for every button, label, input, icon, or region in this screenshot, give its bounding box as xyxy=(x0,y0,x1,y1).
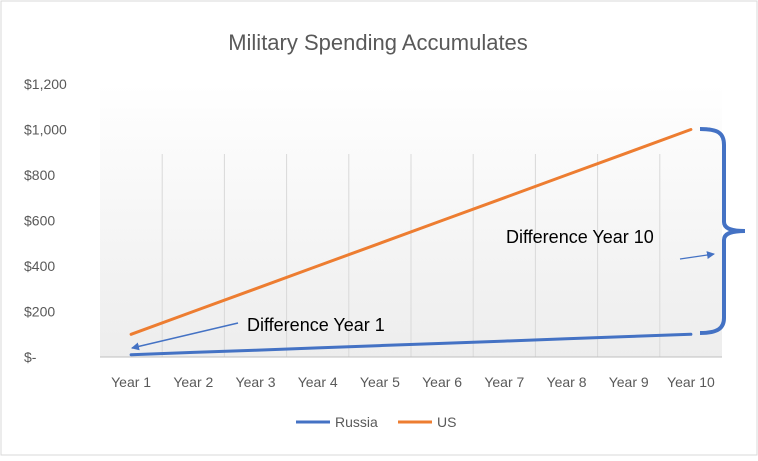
y-tick-label: $1,200 xyxy=(24,76,67,92)
y-tick-label: $1,000 xyxy=(24,122,67,138)
y-tick-label: $200 xyxy=(24,304,55,320)
y-tick-label: $800 xyxy=(24,167,55,183)
series-line-russia xyxy=(129,332,693,357)
legend-label-us: US xyxy=(437,414,456,430)
chart-title: Military Spending Accumulates xyxy=(228,30,528,55)
x-tick-label: Year 2 xyxy=(173,374,213,390)
series-line-us xyxy=(129,128,693,336)
y-axis: $- $200 $400 $600 $800 $1,000 $1,200 xyxy=(24,76,67,365)
annotation-year-1: Difference Year 1 xyxy=(131,315,385,351)
x-tick-label: Year 10 xyxy=(667,374,715,390)
y-tick-label: $600 xyxy=(24,213,55,229)
x-tick-label: Year 7 xyxy=(484,374,524,390)
x-tick-label: Year 4 xyxy=(298,374,338,390)
x-tick-label: Year 1 xyxy=(111,374,151,390)
y-tick-label: $400 xyxy=(24,258,55,274)
annotation-arrow-year-1 xyxy=(131,322,239,351)
x-tick-label: Year 5 xyxy=(360,374,400,390)
x-tick-label: Year 3 xyxy=(236,374,276,390)
annotation-year-10: Difference Year 10 xyxy=(506,127,746,335)
annotation-difference-year-10: Difference Year 10 xyxy=(506,227,654,247)
legend-label-russia: Russia xyxy=(335,414,378,430)
x-tick-label: Year 6 xyxy=(422,374,462,390)
x-tick-label: Year 9 xyxy=(609,374,649,390)
series-layer xyxy=(129,128,693,357)
annotation-arrow-year-10 xyxy=(679,251,715,260)
x-tick-label: Year 8 xyxy=(547,374,587,390)
x-axis: Year 1 Year 2 Year 3 Year 4 Year 5 Year 6 Year… xyxy=(100,356,722,390)
legend: Russia US xyxy=(296,414,456,430)
annotation-difference-year-1: Difference Year 1 xyxy=(247,315,385,335)
difference-brace xyxy=(699,127,746,335)
y-tick-label: $- xyxy=(24,349,37,365)
